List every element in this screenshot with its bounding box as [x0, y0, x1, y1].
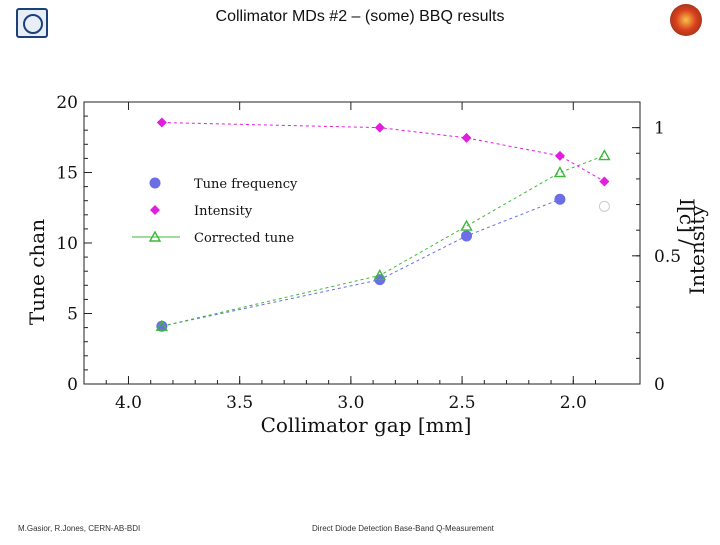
x-tick-label: 4.0 — [115, 393, 142, 413]
legend: Tune frequency Intensity Corrected tune — [132, 177, 298, 246]
y2-axis-label-prefix: I[c] / — [675, 198, 699, 246]
y2-tick-label: 0 — [654, 375, 665, 395]
data-point — [461, 132, 472, 143]
y-tick-label: 10 — [56, 234, 78, 254]
data-point — [598, 200, 610, 212]
slide-title: Collimator MDs #2 – (some) BBQ results — [215, 8, 505, 25]
legend-marker — [148, 230, 162, 242]
data-point — [553, 166, 567, 178]
footer-talk-title: Direct Diode Detection Base-Band Q-Measu… — [312, 524, 494, 533]
y-axis-label: Tune chan — [25, 219, 49, 325]
legend-label: Intensity — [194, 204, 253, 219]
legend-marker — [149, 177, 161, 189]
x-tick-label: 3.0 — [337, 393, 364, 413]
data-point — [155, 319, 169, 331]
y2-tick-label: 0.5 — [654, 247, 681, 267]
legend-label: Tune frequency — [194, 177, 298, 192]
lhc-logo-icon — [670, 4, 702, 36]
legend-marker — [150, 205, 160, 215]
data-point — [554, 150, 565, 161]
plot-frame — [83, 101, 641, 385]
footer-authors: M.Gasior, R.Jones, CERN-AB-BDI — [18, 524, 141, 533]
data-point — [554, 193, 566, 205]
axis-ticks: 4.0 3.5 3.0 2.5 2.0 0 5 10 15 20 0 0.5 1 — [56, 93, 681, 413]
series-layer — [155, 117, 611, 332]
data-point — [461, 230, 473, 242]
data-point — [598, 149, 611, 161]
y-tick-label: 5 — [67, 305, 78, 325]
cern-logo-icon — [16, 8, 48, 38]
x-axis-label: Collimator gap [mm] — [261, 413, 472, 437]
data-point — [374, 122, 385, 133]
y2-tick-label: 1 — [654, 119, 665, 139]
series-intensity — [156, 117, 610, 187]
data-point — [373, 268, 386, 281]
x-tick-label: 3.5 — [226, 393, 253, 413]
y-tick-label: 0 — [67, 375, 78, 395]
data-point — [599, 176, 610, 187]
data-point — [156, 117, 167, 128]
legend-label: Corrected tune — [194, 231, 295, 246]
y-tick-label: 15 — [56, 164, 78, 184]
series-line — [161, 198, 561, 327]
x-tick-label: 2.5 — [449, 393, 476, 413]
y2-axis-label: Intensity — [685, 205, 709, 295]
data-point — [460, 219, 473, 231]
series-corrected-tune — [155, 149, 611, 331]
x-tick-label: 2.0 — [560, 393, 587, 413]
series-line — [161, 122, 605, 182]
y-tick-label: 20 — [56, 93, 78, 113]
